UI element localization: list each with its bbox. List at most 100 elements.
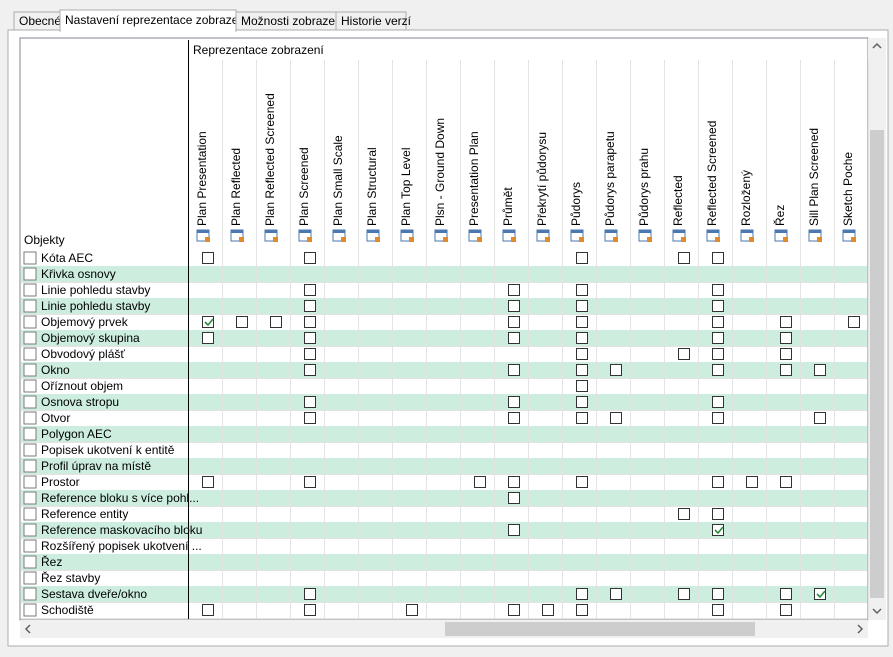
column-header[interactable]: Sill Plan Screened — [807, 128, 821, 226]
checkbox[interactable] — [576, 476, 588, 488]
checkbox[interactable] — [712, 588, 724, 600]
checkbox[interactable] — [780, 316, 792, 328]
checkbox[interactable] — [508, 524, 520, 536]
checkbox[interactable] — [712, 508, 724, 520]
column-header[interactable]: Plan Top Level — [399, 147, 413, 226]
checkbox[interactable] — [814, 364, 826, 376]
checkbox[interactable] — [610, 412, 622, 424]
checkbox[interactable] — [576, 332, 588, 344]
tab-label[interactable]: Obecné — [19, 14, 61, 28]
scroll-down[interactable] — [872, 608, 882, 615]
tab-label[interactable]: Možnosti zobrazení — [241, 14, 346, 28]
checkbox[interactable] — [576, 412, 588, 424]
checkbox[interactable] — [780, 332, 792, 344]
checkbox[interactable] — [508, 476, 520, 488]
checkbox[interactable] — [508, 396, 520, 408]
checkbox[interactable] — [780, 348, 792, 360]
checkbox[interactable] — [202, 316, 214, 328]
checkbox[interactable] — [678, 508, 690, 520]
checkbox[interactable] — [508, 284, 520, 296]
checkbox[interactable] — [848, 316, 860, 328]
column-header[interactable]: Průmět — [501, 187, 515, 226]
tab-label[interactable]: Historie verzí — [341, 14, 412, 28]
column-header[interactable]: Presentation Plan — [467, 131, 481, 226]
column-header[interactable]: Překrytí půdorysu — [535, 132, 549, 226]
checkbox[interactable] — [712, 604, 724, 616]
h-scroll-thumb[interactable] — [445, 622, 755, 636]
checkmark[interactable] — [714, 526, 724, 535]
checkbox[interactable] — [712, 524, 724, 536]
checkbox[interactable] — [304, 412, 316, 424]
checkbox[interactable] — [712, 300, 724, 312]
tab[interactable] — [335, 11, 407, 31]
checkbox[interactable] — [712, 396, 724, 408]
checkmark[interactable] — [816, 590, 826, 599]
column-header[interactable]: Půdorys prahu — [637, 148, 651, 226]
checkbox[interactable] — [304, 396, 316, 408]
checkbox[interactable] — [712, 252, 724, 264]
checkbox[interactable] — [610, 364, 622, 376]
checkbox[interactable] — [542, 604, 554, 616]
checkbox[interactable] — [712, 476, 724, 488]
column-header[interactable]: Reflected Screened — [705, 121, 719, 226]
checkbox[interactable] — [202, 332, 214, 344]
checkbox[interactable] — [576, 300, 588, 312]
checkbox[interactable] — [406, 604, 418, 616]
checkbox[interactable] — [576, 396, 588, 408]
checkmark[interactable] — [204, 318, 214, 327]
checkbox[interactable] — [202, 476, 214, 488]
checkbox[interactable] — [508, 300, 520, 312]
checkbox[interactable] — [712, 412, 724, 424]
column-header[interactable]: Plan Presentation — [195, 131, 209, 226]
checkbox[interactable] — [610, 588, 622, 600]
checkbox[interactable] — [678, 588, 690, 600]
checkbox[interactable] — [474, 476, 486, 488]
checkbox[interactable] — [508, 332, 520, 344]
column-header[interactable]: Řez — [772, 205, 787, 226]
checkbox[interactable] — [304, 604, 316, 616]
checkbox[interactable] — [814, 412, 826, 424]
checkbox[interactable] — [746, 476, 758, 488]
checkbox[interactable] — [270, 316, 282, 328]
column-header[interactable]: Rozložený — [739, 170, 753, 226]
checkbox[interactable] — [508, 364, 520, 376]
checkbox[interactable] — [712, 284, 724, 296]
column-header[interactable]: Plan Reflected Screened — [263, 93, 277, 226]
checkbox[interactable] — [304, 300, 316, 312]
checkbox[interactable] — [202, 604, 214, 616]
checkbox[interactable] — [712, 348, 724, 360]
checkbox[interactable] — [304, 364, 316, 376]
column-header[interactable]: Plan Structural — [365, 147, 379, 226]
checkbox[interactable] — [780, 476, 792, 488]
checkbox[interactable] — [576, 284, 588, 296]
v-scroll-thumb[interactable] — [870, 130, 884, 598]
checkbox[interactable] — [576, 348, 588, 360]
checkbox[interactable] — [304, 284, 316, 296]
checkbox[interactable] — [508, 412, 520, 424]
checkbox[interactable] — [814, 588, 826, 600]
checkbox[interactable] — [236, 316, 248, 328]
checkbox[interactable] — [304, 348, 316, 360]
checkbox[interactable] — [202, 252, 214, 264]
checkbox[interactable] — [576, 588, 588, 600]
checkbox[interactable] — [304, 476, 316, 488]
checkbox[interactable] — [780, 588, 792, 600]
checkbox[interactable] — [508, 316, 520, 328]
column-header[interactable]: Plan Small Scale — [331, 135, 345, 226]
checkbox[interactable] — [304, 588, 316, 600]
column-header[interactable]: Plan Reflected — [229, 148, 243, 226]
checkbox[interactable] — [576, 316, 588, 328]
checkbox[interactable] — [576, 604, 588, 616]
checkbox[interactable] — [304, 252, 316, 264]
checkbox[interactable] — [576, 380, 588, 392]
checkbox[interactable] — [576, 252, 588, 264]
scroll-left[interactable] — [24, 624, 31, 634]
column-header[interactable]: Sketch Poche — [841, 152, 855, 226]
checkbox[interactable] — [712, 364, 724, 376]
checkbox[interactable] — [508, 604, 520, 616]
column-header[interactable]: Plsn - Ground Down — [433, 118, 447, 226]
checkbox[interactable] — [780, 364, 792, 376]
column-header[interactable]: Plan Screened — [297, 147, 311, 226]
column-header[interactable]: Půdorys parapetu — [603, 131, 617, 226]
checkbox[interactable] — [712, 332, 724, 344]
